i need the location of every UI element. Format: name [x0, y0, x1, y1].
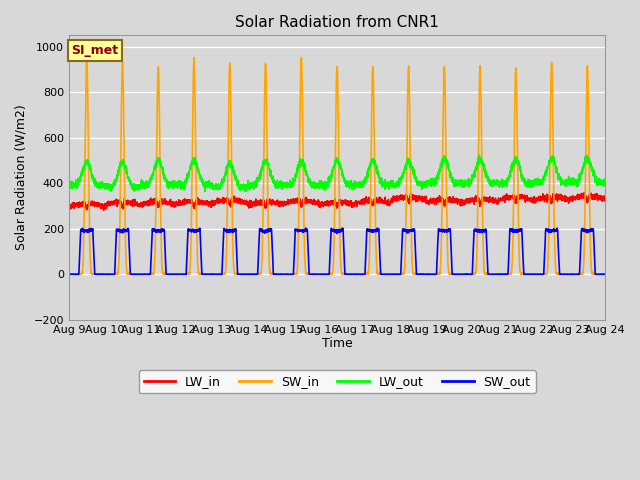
SW_in	[488, 271, 495, 277]
SW_in	[428, 271, 435, 277]
Line: SW_in: SW_in	[69, 58, 605, 274]
SW_out	[458, 271, 465, 277]
SW_in	[458, 271, 465, 277]
LW_out	[317, 182, 325, 188]
LW_in	[602, 195, 609, 201]
SW_in	[602, 271, 609, 277]
SW_out	[339, 225, 346, 231]
Line: LW_out: LW_out	[69, 155, 605, 192]
LW_out	[476, 152, 483, 158]
LW_in	[458, 203, 465, 208]
LW_out	[428, 179, 435, 185]
SW_out	[317, 271, 324, 277]
SW_in	[317, 271, 325, 277]
LW_in	[601, 195, 609, 201]
SW_in	[161, 271, 169, 276]
LW_out	[65, 180, 73, 185]
LW_out	[488, 180, 495, 185]
X-axis label: Time: Time	[322, 337, 353, 350]
Title: Solar Radiation from CNR1: Solar Radiation from CNR1	[235, 15, 439, 30]
Y-axis label: Solar Radiation (W/m2): Solar Radiation (W/m2)	[15, 105, 28, 251]
LW_in	[65, 206, 73, 212]
LW_out	[161, 175, 169, 180]
SW_out	[161, 252, 169, 258]
LW_out	[458, 179, 465, 185]
SW_out	[602, 271, 609, 277]
SW_out	[65, 271, 73, 277]
SW_in	[601, 271, 609, 277]
SW_in	[298, 55, 305, 60]
Line: LW_in: LW_in	[69, 192, 605, 210]
Line: SW_out: SW_out	[69, 228, 605, 274]
LW_out	[241, 189, 249, 194]
LW_in	[161, 199, 169, 204]
Text: SI_met: SI_met	[72, 44, 119, 57]
LW_in	[428, 197, 435, 203]
LW_out	[601, 179, 609, 185]
LW_in	[580, 190, 588, 195]
SW_in	[65, 271, 73, 277]
LW_in	[317, 200, 325, 205]
LW_in	[100, 207, 108, 213]
SW_out	[488, 271, 495, 277]
LW_out	[602, 180, 609, 185]
Legend: LW_in, SW_in, LW_out, SW_out: LW_in, SW_in, LW_out, SW_out	[138, 370, 536, 393]
SW_out	[428, 271, 435, 277]
LW_in	[488, 197, 495, 203]
SW_out	[601, 271, 609, 277]
